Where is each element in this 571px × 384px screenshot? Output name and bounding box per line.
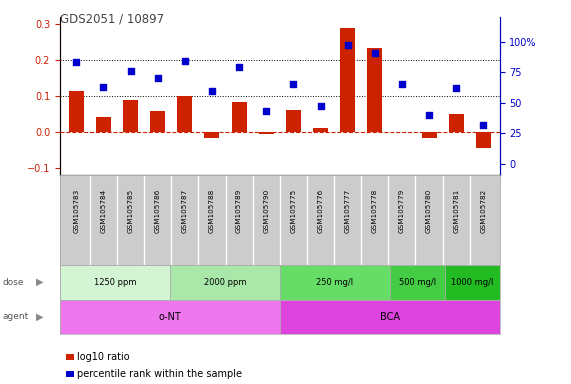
Point xyxy=(126,68,135,74)
Bar xyxy=(389,265,445,300)
Text: GSM105780: GSM105780 xyxy=(426,188,432,232)
Bar xyxy=(286,110,301,132)
Text: o-NT: o-NT xyxy=(159,312,181,322)
Point xyxy=(235,64,244,70)
Bar xyxy=(280,300,500,334)
Point xyxy=(452,85,461,91)
Point xyxy=(343,42,352,48)
Text: GSM105776: GSM105776 xyxy=(317,188,324,232)
Point xyxy=(180,58,190,64)
Text: GSM105787: GSM105787 xyxy=(182,188,188,232)
Text: 2000 ppm: 2000 ppm xyxy=(204,278,246,287)
Text: GSM105788: GSM105788 xyxy=(209,188,215,232)
Point xyxy=(289,81,298,88)
Point xyxy=(370,50,379,56)
Text: 500 mg/l: 500 mg/l xyxy=(399,278,436,287)
Point xyxy=(153,75,162,81)
Text: GSM105784: GSM105784 xyxy=(100,188,106,232)
Text: 1000 mg/l: 1000 mg/l xyxy=(451,278,493,287)
Bar xyxy=(476,132,491,148)
Bar xyxy=(280,265,390,300)
Bar xyxy=(170,265,280,300)
Bar xyxy=(367,48,382,132)
Point xyxy=(424,112,433,118)
Bar xyxy=(69,91,84,132)
Text: 250 mg/l: 250 mg/l xyxy=(316,278,353,287)
Bar xyxy=(259,132,274,134)
Point xyxy=(99,84,108,90)
Text: GSM105782: GSM105782 xyxy=(480,188,486,232)
Bar xyxy=(96,117,111,132)
Bar xyxy=(449,114,464,132)
Point xyxy=(478,122,488,128)
Point xyxy=(207,88,216,94)
Bar xyxy=(340,28,355,132)
Text: log10 ratio: log10 ratio xyxy=(77,352,130,362)
Bar xyxy=(60,265,170,300)
Text: percentile rank within the sample: percentile rank within the sample xyxy=(77,369,242,379)
Bar xyxy=(60,300,280,334)
Text: GDS2051 / 10897: GDS2051 / 10897 xyxy=(60,12,164,25)
Text: GSM105777: GSM105777 xyxy=(345,188,351,232)
Bar xyxy=(313,128,328,132)
Bar xyxy=(150,111,165,132)
Text: GSM105786: GSM105786 xyxy=(155,188,160,232)
Bar xyxy=(421,132,436,138)
Point xyxy=(262,108,271,114)
Point xyxy=(397,81,407,88)
Text: GSM105789: GSM105789 xyxy=(236,188,242,232)
Text: ▶: ▶ xyxy=(36,277,43,287)
Text: BCA: BCA xyxy=(380,312,400,322)
Bar xyxy=(123,99,138,132)
Text: 1250 ppm: 1250 ppm xyxy=(94,278,136,287)
Text: GSM105779: GSM105779 xyxy=(399,188,405,232)
Point xyxy=(316,103,325,109)
Text: GSM105781: GSM105781 xyxy=(453,188,459,232)
Text: GSM105785: GSM105785 xyxy=(127,188,134,232)
Text: GSM105778: GSM105778 xyxy=(372,188,378,232)
Bar xyxy=(204,132,219,138)
Text: agent: agent xyxy=(3,312,29,321)
Bar xyxy=(178,96,192,132)
Text: GSM105790: GSM105790 xyxy=(263,188,269,232)
Text: dose: dose xyxy=(3,278,25,287)
Bar xyxy=(232,102,247,132)
Text: GSM105775: GSM105775 xyxy=(291,188,296,232)
Text: ▶: ▶ xyxy=(36,312,43,322)
Bar xyxy=(445,265,500,300)
Point xyxy=(72,60,81,66)
Text: GSM105783: GSM105783 xyxy=(73,188,79,232)
